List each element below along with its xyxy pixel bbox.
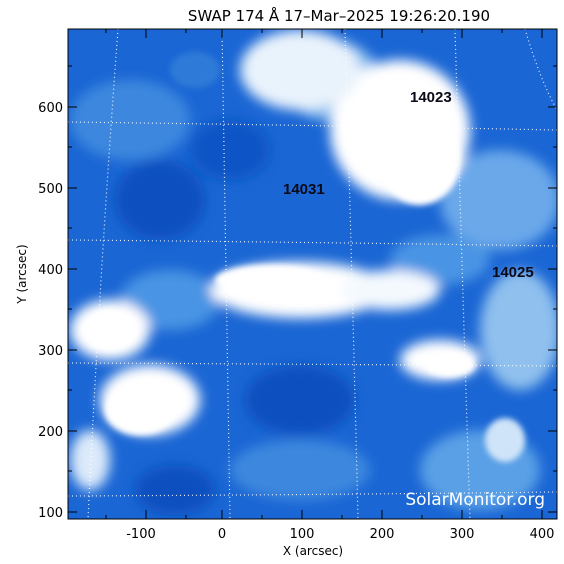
y-axis-label: Y (arcsec) <box>15 244 29 304</box>
coordinate-grid <box>68 29 557 519</box>
y-tick-label: 200 <box>38 425 63 440</box>
x-tick-label: 0 <box>218 527 226 542</box>
axis-ticks <box>68 29 557 519</box>
active-region-label-14025: 14025 <box>492 264 534 281</box>
watermark: SolarMonitor.org <box>405 490 545 510</box>
y-tick-label: 100 <box>38 506 63 521</box>
minor-ticks <box>68 29 557 519</box>
x-tick-label: 200 <box>370 527 395 542</box>
y-tick-label: 500 <box>38 182 63 197</box>
solar-image <box>68 29 557 519</box>
y-tick-label: 300 <box>38 344 63 359</box>
x-tick-label: 300 <box>450 527 475 542</box>
x-axis-label: X (arcsec) <box>283 544 343 558</box>
x-tick-label: 400 <box>530 527 555 542</box>
image-title: SWAP 174 Å 17–Mar–2025 19:26:20.190 <box>188 6 490 25</box>
y-tick-label: 600 <box>38 101 63 116</box>
x-tick-label: 100 <box>290 527 315 542</box>
y-tick-label: 400 <box>38 263 63 278</box>
x-tick-label: -100 <box>126 527 156 542</box>
plot-frame <box>67 28 558 520</box>
active-region-label-14023: 14023 <box>410 89 452 106</box>
active-region-label-14031: 14031 <box>283 181 325 198</box>
